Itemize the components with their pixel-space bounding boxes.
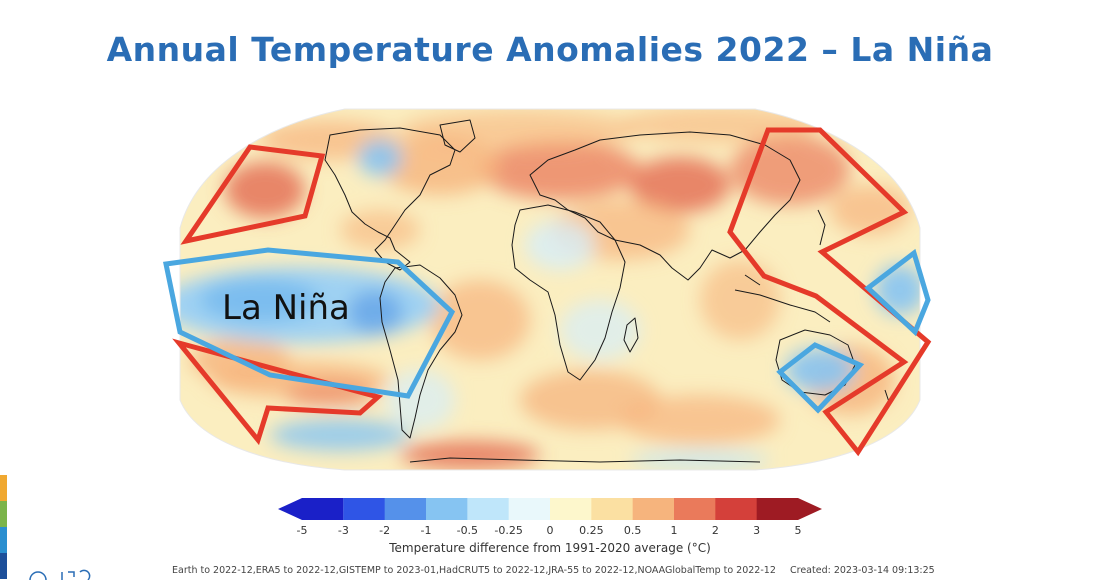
colorbar-segment	[467, 498, 510, 520]
brand-stripe	[0, 553, 7, 579]
colorbar-tick-label: 2	[711, 524, 719, 537]
colorbar-segment	[591, 498, 634, 520]
colorbar-tick-label: 0	[546, 524, 554, 537]
colorbar-tick-label: 0.5	[623, 524, 642, 537]
coastlines	[324, 119, 891, 463]
colorbar-segment	[384, 498, 427, 520]
map-frame	[179, 108, 921, 471]
colorbar-tick-label: -1	[420, 524, 432, 537]
brand-stripe	[0, 475, 7, 501]
colorbar	[278, 498, 822, 520]
cool-outline-australia	[776, 342, 865, 414]
colorbar-tick-label: 1	[670, 524, 678, 537]
colorbar-tick-label: 5	[794, 524, 802, 537]
cool-region-outlines	[163, 247, 931, 414]
warm-outline-west-pacific	[727, 127, 932, 457]
brand-stripe	[0, 501, 7, 527]
colorbar-segment	[508, 498, 551, 520]
colorbar-tick-label: -3	[337, 524, 349, 537]
warm-outline-north-pacific	[180, 144, 326, 245]
page-title: Annual Temperature Anomalies 2022 – La N…	[106, 30, 994, 69]
wmo-logo-icon	[29, 569, 91, 580]
colorbar-tick-label: 3	[753, 524, 761, 537]
colorbar-segment	[426, 498, 468, 520]
colorbar-segment	[343, 498, 386, 520]
colorbar-segment	[632, 498, 675, 520]
colorbar-tick-label: -5	[296, 524, 308, 537]
la-nina-outline	[163, 247, 456, 399]
colorbar-tick-label: -0.25	[494, 524, 523, 537]
colorbar-tick-label: 0.25	[579, 524, 604, 537]
data-sources: Earth to 2022-12,ERA5 to 2022-12,GISTEMP…	[172, 565, 776, 576]
colorbar-segment	[715, 498, 758, 520]
colorbar-tick-label: -2	[379, 524, 391, 537]
colorbar-segment	[278, 498, 344, 520]
colorbar-tick-label: -0.5	[456, 524, 479, 537]
created-timestamp: Created: 2023-03-14 09:13:25	[790, 565, 935, 576]
colorbar-label: Temperature difference from 1991-2020 av…	[389, 541, 711, 555]
colorbar-segment	[550, 498, 592, 520]
cool-outline-east	[864, 248, 931, 337]
colorbar-segment	[756, 498, 822, 520]
la-nina-label: La Niña	[222, 288, 350, 328]
colorbar-segment	[674, 498, 716, 520]
brand-stripe	[0, 527, 7, 553]
colorbar-ticks: -5 -3 -2 -1 -0.5 -0.25 0 0.25 0.5 1 2 3 5	[0, 524, 1100, 540]
